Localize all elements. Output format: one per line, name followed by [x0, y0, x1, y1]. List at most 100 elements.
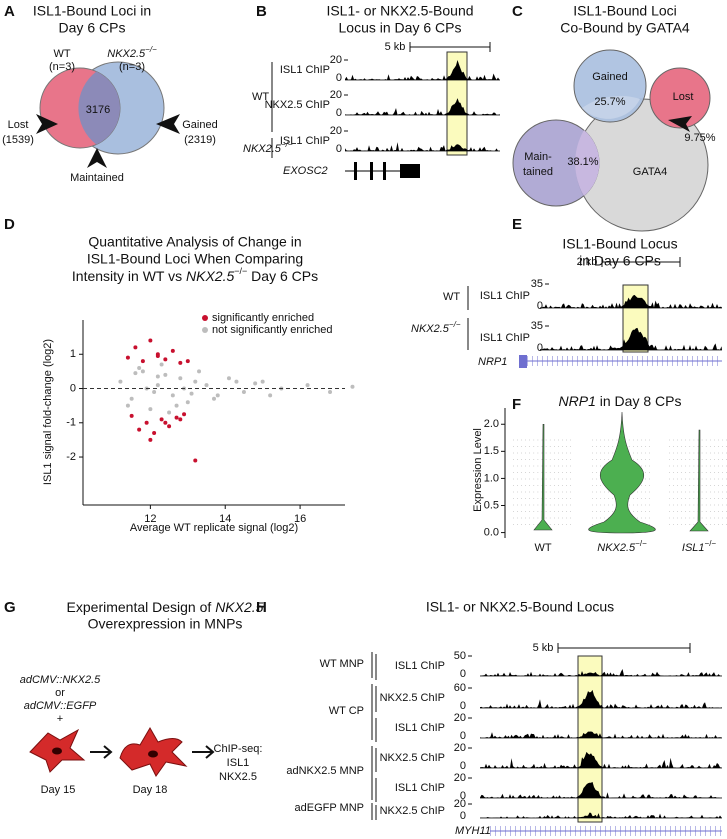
label: (1539)	[2, 134, 34, 146]
point	[260, 379, 265, 384]
point	[163, 357, 168, 362]
point	[193, 379, 198, 384]
point	[189, 391, 194, 396]
point	[328, 389, 333, 394]
y-tick-label: 0	[70, 382, 76, 394]
x-tick-label: ISL1−/−	[682, 539, 717, 554]
label: tained	[523, 166, 553, 178]
point	[155, 383, 160, 388]
track-max: 20	[454, 712, 466, 724]
label: Maintained	[70, 172, 124, 184]
track-label: ISL1 ChIP	[395, 660, 445, 672]
point	[155, 353, 160, 358]
point	[137, 365, 142, 370]
x-axis-label: Average WT replicate signal (log2)	[130, 522, 298, 534]
gene-label: NRP1	[478, 356, 507, 368]
point	[170, 393, 175, 398]
label: (n=3)	[119, 61, 145, 73]
point	[185, 359, 190, 364]
y-tick-label: 1.5	[484, 445, 499, 457]
group-label: adEGFP MNP	[295, 802, 365, 814]
track-max: 50	[454, 650, 466, 662]
panel-title: in Day 6 CPs	[579, 253, 661, 269]
track-min: 0	[336, 72, 342, 84]
venn-overlap	[78, 71, 121, 145]
point	[185, 400, 190, 405]
coverage-track	[480, 669, 722, 676]
arrowhead	[87, 148, 107, 168]
legend-label: significantly enriched	[212, 312, 314, 324]
label: NKX2.5	[219, 771, 257, 783]
point	[129, 396, 134, 401]
arrowhead	[668, 116, 692, 132]
y-tick-label: -2	[66, 451, 76, 463]
label: 9.75%	[684, 132, 715, 144]
y-tick-label: 1	[70, 348, 76, 360]
venn-overlap	[582, 95, 640, 119]
label: 25.7%	[594, 96, 625, 108]
point	[350, 384, 355, 389]
arrow	[192, 745, 215, 759]
track-label: ISL1 ChIP	[395, 722, 445, 734]
coverage-track	[480, 731, 722, 738]
label: Lost	[673, 91, 694, 103]
track-label: ISL1 ChIP	[395, 782, 445, 794]
label: Gained	[592, 71, 627, 83]
panel-letter: H	[256, 599, 267, 616]
cell-nucleus	[148, 750, 158, 758]
panel-title: ISL1-Bound Loci	[573, 3, 677, 19]
y-tick-label: -1	[66, 417, 76, 429]
violin	[533, 423, 553, 531]
point	[178, 376, 183, 381]
label: Main-	[524, 151, 552, 163]
panel-title: ISL1- or NKX2.5-Bound	[326, 3, 473, 19]
track-label: NKX2.5 ChIP	[265, 99, 330, 111]
x-tick-label-part: NKX2.5	[597, 542, 636, 554]
x-tick-label: NKX2.5−/−	[597, 539, 647, 554]
track-min: 0	[537, 300, 543, 312]
group-label: WT CP	[329, 705, 364, 717]
point	[148, 338, 153, 343]
point	[125, 355, 130, 360]
arrowhead	[36, 114, 58, 134]
legend-marker	[202, 315, 208, 321]
y-tick-label: 0.0	[484, 526, 499, 538]
track-max: 20	[454, 772, 466, 784]
label: adCMV::EGFP	[24, 700, 97, 712]
coverage-track	[540, 294, 722, 308]
venn-overlap	[575, 130, 600, 196]
track-max: 35	[531, 278, 543, 290]
panel-title: Overexpression in MNPs	[88, 616, 243, 632]
label: NKX2.5−/−	[107, 45, 157, 60]
panel-title: ISL1-Bound Loci When Comparing	[87, 251, 303, 267]
coverage-track	[345, 98, 500, 115]
point	[148, 407, 153, 412]
gene-label: MYH11	[455, 825, 491, 837]
point	[140, 359, 145, 364]
label: Day 15	[41, 784, 76, 796]
coverage-track	[540, 327, 722, 350]
track-max: 20	[330, 54, 342, 66]
gene-model	[345, 162, 420, 180]
point	[159, 417, 164, 422]
gene-label: EXOSC2	[283, 165, 328, 177]
point	[174, 415, 179, 420]
label: or	[55, 687, 65, 699]
gene-model	[519, 355, 722, 368]
track-min: 0	[460, 810, 466, 822]
panel-title: Quantitative Analysis of Change in	[88, 234, 301, 250]
panel-letter: G	[4, 599, 16, 616]
point	[212, 396, 216, 401]
panel-letter: C	[512, 3, 523, 20]
point	[129, 413, 134, 418]
scale-label: 5 kb	[533, 642, 554, 654]
x-tick-label-part: ISL1	[682, 542, 705, 554]
point	[234, 379, 239, 384]
panel-letter: F	[512, 396, 521, 413]
point	[226, 376, 231, 381]
group-label: WT MNP	[320, 658, 364, 670]
coverage-track	[480, 689, 722, 708]
point	[178, 417, 183, 422]
panel-letter: B	[256, 3, 267, 20]
